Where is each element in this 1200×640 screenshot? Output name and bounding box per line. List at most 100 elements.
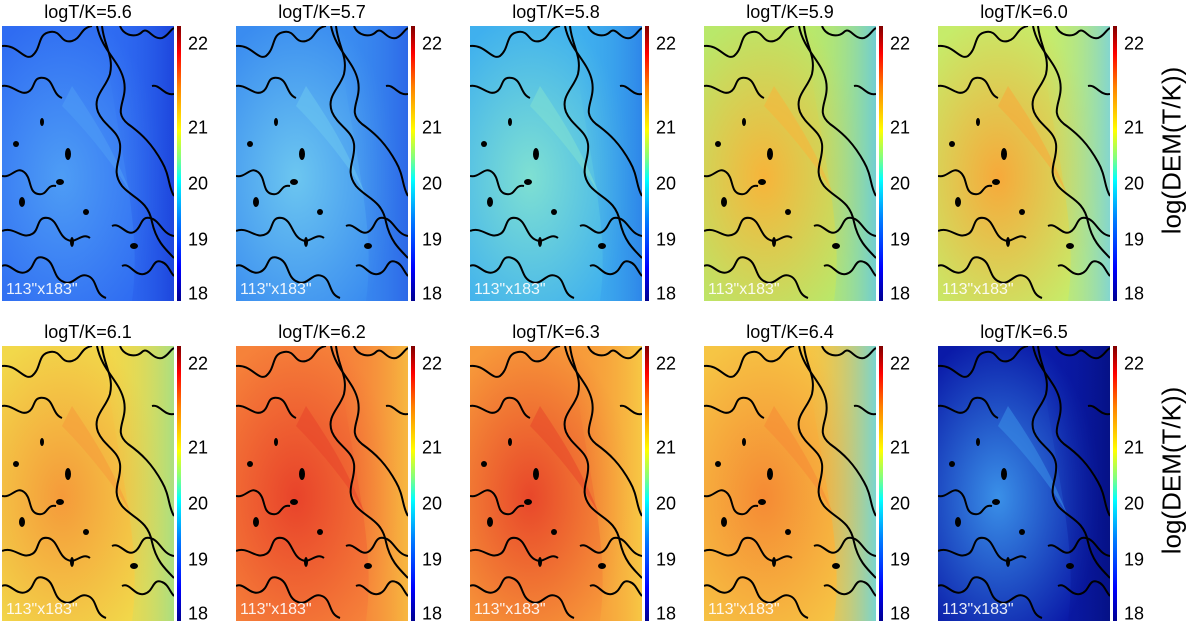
colorbar-tick-label: 21: [188, 437, 209, 458]
colorbar: [1113, 346, 1117, 621]
dem-panel: logT/K=6.4 113"x183" 22 21 20 19 18: [704, 320, 934, 640]
field-of-view-label: 113"x183": [942, 281, 1014, 298]
colorbar-tick-label: 18: [188, 283, 209, 304]
field-of-view-label: 113"x183": [6, 281, 78, 298]
colorbar-tick-label: 19: [656, 549, 677, 570]
dem-map-image: 113"x183": [470, 26, 642, 301]
colorbar-tick-label: 18: [422, 283, 443, 304]
colorbar-tick-label: 22: [1124, 353, 1145, 374]
panel-title: logT/K=6.5: [980, 322, 1068, 342]
colorbar-tick-label: 19: [656, 229, 677, 250]
colorbar-tick-label: 18: [1124, 283, 1145, 304]
panel-title: logT/K=5.9: [746, 2, 834, 22]
dem-panel: logT/K=6.1 113"x183" 22 21 20 19 18: [2, 320, 232, 640]
colorbar: [645, 346, 649, 621]
colorbar-tick-label: 18: [1124, 603, 1145, 624]
panel-title: logT/K=5.8: [512, 2, 600, 22]
panel-title: logT/K=5.7: [278, 2, 366, 22]
field-of-view-label: 113"x183": [6, 601, 78, 618]
colorbar-tick-label: 21: [1124, 437, 1145, 458]
colorbar-tick-label: 18: [188, 603, 209, 624]
colorbar-tick-label: 22: [890, 353, 911, 374]
row-1-axis-label: log(DEM(T/K)): [1152, 0, 1192, 300]
dem-panel: logT/K=5.8 113"x183" 22 21 20 19 18: [470, 0, 700, 320]
colorbar: [1113, 26, 1117, 301]
colorbar-tick-label: 22: [422, 353, 443, 374]
colorbar-tick-label: 22: [188, 33, 209, 54]
colorbar-tick-label: 22: [422, 33, 443, 54]
colorbar-tick-label: 22: [656, 33, 677, 54]
field-of-view-label: 113"x183": [240, 601, 312, 618]
field-of-view-label: 113"x183": [240, 281, 312, 298]
colorbar-tick-label: 22: [890, 33, 911, 54]
dem-map-image: 113"x183": [2, 26, 174, 301]
panel-title: logT/K=6.4: [746, 322, 834, 342]
dem-map-image: 113"x183": [236, 346, 408, 621]
colorbar-tick-label: 21: [656, 437, 677, 458]
colorbar: [411, 346, 415, 621]
colorbar-tick-label: 19: [422, 229, 443, 250]
field-of-view-label: 113"x183": [474, 281, 546, 298]
panel-title: logT/K=6.3: [512, 322, 600, 342]
colorbar-tick-label: 19: [422, 549, 443, 570]
row-2-axis-label: log(DEM(T/K)): [1152, 320, 1192, 620]
dem-panel: logT/K=5.9 113"x183" 22 21 20 19 18: [704, 0, 934, 320]
colorbar-tick-label: 20: [422, 493, 443, 514]
colorbar-tick-label: 22: [656, 353, 677, 374]
axis-label-top: log(DEM(T/K)): [1156, 66, 1187, 234]
colorbar-tick-label: 20: [1124, 173, 1145, 194]
dem-map-image: 113"x183": [938, 346, 1110, 621]
panel-title: logT/K=6.1: [44, 322, 132, 342]
dem-panel: logT/K=6.3 113"x183" 22 21 20 19 18: [470, 320, 700, 640]
colorbar-tick-label: 20: [890, 493, 911, 514]
colorbar-tick-label: 21: [188, 117, 209, 138]
colorbar-tick-label: 21: [890, 437, 911, 458]
colorbar-tick-label: 20: [656, 493, 677, 514]
colorbar-tick-label: 18: [656, 283, 677, 304]
dem-panel: logT/K=5.6 113"x183" 22 21 20 19 18: [2, 0, 232, 320]
dem-map-image: 113"x183": [2, 346, 174, 621]
panel-title: logT/K=6.0: [980, 2, 1068, 22]
colorbar: [177, 346, 181, 621]
colorbar-tick-label: 19: [1124, 229, 1145, 250]
dem-map-image: 113"x183": [236, 26, 408, 301]
dem-map-image: 113"x183": [938, 26, 1110, 301]
colorbar-tick-label: 22: [1124, 33, 1145, 54]
colorbar-tick-label: 21: [890, 117, 911, 138]
dem-panel: logT/K=6.0 113"x183" 22 21 20 19 18: [938, 0, 1168, 320]
panel-title: logT/K=6.2: [278, 322, 366, 342]
colorbar: [645, 26, 649, 301]
dem-map-image: 113"x183": [704, 26, 876, 301]
colorbar-tick-label: 19: [188, 549, 209, 570]
colorbar-tick-label: 20: [188, 493, 209, 514]
field-of-view-label: 113"x183": [708, 281, 780, 298]
colorbar-tick-label: 20: [656, 173, 677, 194]
colorbar-tick-label: 18: [422, 603, 443, 624]
axis-label-bottom: log(DEM(T/K)): [1156, 386, 1187, 554]
colorbar-tick-label: 18: [890, 603, 911, 624]
colorbar-tick-label: 21: [656, 117, 677, 138]
field-of-view-label: 113"x183": [942, 601, 1014, 618]
colorbar-tick-label: 20: [890, 173, 911, 194]
colorbar-tick-label: 20: [1124, 493, 1145, 514]
dem-map-image: 113"x183": [704, 346, 876, 621]
colorbar-tick-label: 19: [188, 229, 209, 250]
colorbar-tick-label: 22: [188, 353, 209, 374]
colorbar-tick-label: 21: [422, 117, 443, 138]
dem-panel: logT/K=6.5 113"x183" 22 21 20 19 18: [938, 320, 1168, 640]
colorbar-tick-label: 18: [656, 603, 677, 624]
colorbar-tick-label: 20: [422, 173, 443, 194]
panel-title: logT/K=5.6: [44, 2, 132, 22]
colorbar-tick-label: 18: [890, 283, 911, 304]
colorbar-tick-label: 19: [1124, 549, 1145, 570]
colorbar-tick-label: 20: [188, 173, 209, 194]
colorbar-tick-label: 19: [890, 549, 911, 570]
field-of-view-label: 113"x183": [708, 601, 780, 618]
colorbar: [879, 26, 883, 301]
colorbar-tick-label: 21: [1124, 117, 1145, 138]
colorbar-tick-label: 19: [890, 229, 911, 250]
field-of-view-label: 113"x183": [474, 601, 546, 618]
colorbar: [879, 346, 883, 621]
colorbar-tick-label: 21: [422, 437, 443, 458]
dem-map-image: 113"x183": [470, 346, 642, 621]
